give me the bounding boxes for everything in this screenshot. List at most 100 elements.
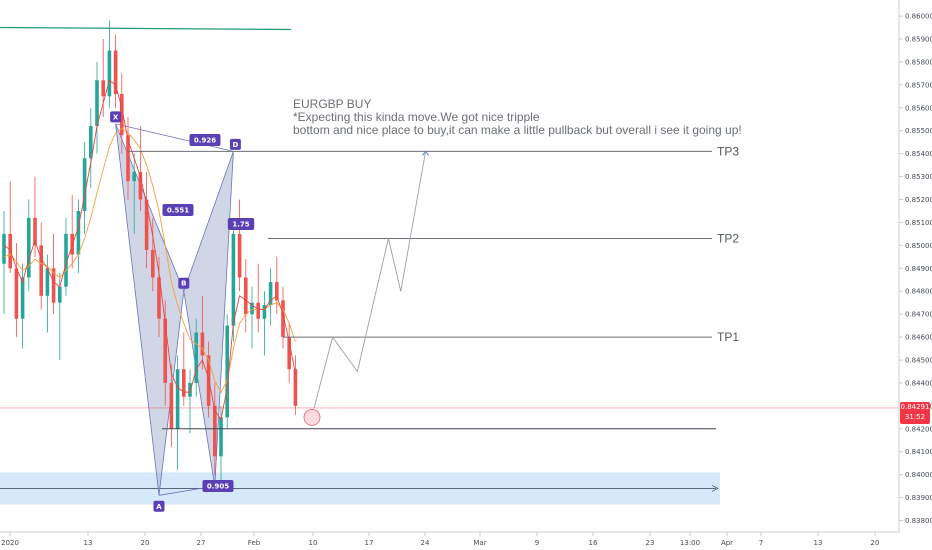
candle-body <box>39 245 43 296</box>
x-tick-label: 20 <box>871 539 880 547</box>
pattern-point-badge-b <box>178 277 190 289</box>
candle-body <box>188 382 192 397</box>
y-tick-label: 0.84700 <box>905 311 932 319</box>
candle-body <box>132 171 136 182</box>
candle-body <box>107 50 112 97</box>
x-tick-label: 27 <box>197 539 206 547</box>
candle-body <box>175 369 180 429</box>
candle-body <box>287 337 291 370</box>
current-price-value: 0.84291 <box>901 403 930 411</box>
y-tick-label: 0.84600 <box>905 334 932 342</box>
y-tick-label: 0.85700 <box>905 81 932 89</box>
candle-body <box>20 277 25 319</box>
y-tick-label: 0.84000 <box>905 471 932 479</box>
candle-body <box>219 417 223 457</box>
y-tick-label: 0.84200 <box>905 425 932 433</box>
pattern-point-label-b: B <box>181 280 186 288</box>
candle-body <box>113 50 118 95</box>
candle-body <box>76 210 81 255</box>
y-tick-label: 0.84800 <box>905 288 932 296</box>
y-tick-label: 0.85600 <box>905 104 932 112</box>
x-tick-label: 13 <box>84 539 93 547</box>
x-tick-label: Apr <box>721 539 733 547</box>
note-line-2: bottom and nice place to buy,it can make… <box>293 123 742 137</box>
current-price-badge: 0.84291 31:52 <box>900 401 930 424</box>
candle-body <box>101 80 105 97</box>
ratio-label: 0.926 <box>194 137 216 145</box>
pattern-point-badge-d <box>229 138 241 150</box>
pattern-point-badge-x <box>110 111 122 123</box>
moving-average-line <box>3 79 296 421</box>
y-tick-label: 0.85400 <box>905 150 932 158</box>
candle-body <box>64 233 68 287</box>
y-tick-label: 0.84400 <box>905 379 932 387</box>
y-tick-label: 0.83900 <box>905 494 932 502</box>
y-tick-label: 0.84900 <box>905 265 932 273</box>
candle-body <box>256 302 260 319</box>
moving-average-line <box>3 127 296 394</box>
y-tick-label: 0.85200 <box>905 196 932 204</box>
target-label-tp1: TP1 <box>717 330 739 344</box>
candle-body <box>33 217 37 246</box>
y-tick-label: 0.83800 <box>905 517 932 525</box>
candle-body <box>169 382 174 429</box>
candle-body <box>262 304 267 319</box>
y-tick-label: 0.85900 <box>905 35 932 43</box>
pattern-xd-line <box>115 123 234 152</box>
candle-body <box>237 233 242 278</box>
y-tick-label: 0.85500 <box>905 127 932 135</box>
x-tick-label: 23 <box>646 539 655 547</box>
candle-body <box>14 268 19 319</box>
zone-layer <box>0 472 720 505</box>
candle-body <box>225 325 229 418</box>
ratio-badge <box>202 480 234 492</box>
candle-body <box>151 249 155 278</box>
projection-arrowhead <box>422 150 429 156</box>
y-tick-label: 0.85100 <box>905 219 932 227</box>
current-price-badge-bg <box>900 401 930 424</box>
x-tick-label: 7 <box>759 539 763 547</box>
x-tick-label: 16 <box>589 539 598 547</box>
candle-body <box>138 171 143 200</box>
candle-body <box>293 369 298 406</box>
candle-body <box>200 332 205 356</box>
candle-body <box>82 158 87 211</box>
ma-layer <box>3 79 296 421</box>
y-tick-label: 0.86000 <box>905 13 932 21</box>
ratio-label: 1.75 <box>232 221 249 229</box>
y-tick-label: 0.85800 <box>905 58 932 66</box>
note-line-1: *Expecting this kinda move.We got nice t… <box>293 110 540 124</box>
x-tick-label: 9 <box>535 539 539 547</box>
y-tick-label: 0.84500 <box>905 357 932 365</box>
candle-body <box>213 405 217 457</box>
x-tick-label: 10 <box>309 539 318 547</box>
y-tick-label: 0.85300 <box>905 173 932 181</box>
ratio-label: 0.551 <box>167 207 189 215</box>
x-tick-label: 17 <box>365 539 374 547</box>
candle-body <box>120 94 124 136</box>
candle-body <box>281 300 285 338</box>
x-tick-label: Feb <box>248 539 261 547</box>
candle-body <box>163 318 167 383</box>
candle-body <box>2 233 6 264</box>
candle-body <box>157 277 161 319</box>
top-trend-line <box>0 26 292 31</box>
candle-body <box>144 199 149 250</box>
candle-body <box>275 282 279 301</box>
x-tick-label: 2020 <box>1 539 19 547</box>
ratio-badge <box>227 218 255 230</box>
candle-body <box>231 233 236 326</box>
demand-zone-arrow <box>711 485 719 492</box>
candle-body <box>95 80 99 127</box>
candle-body <box>268 282 273 305</box>
x-axis[interactable]: 2020 13 20 27 Feb 10 17 24 Mar 9 16 23 13:00 Apr 7 13 20 <box>1 532 879 547</box>
pattern-point-label-d: D <box>232 141 238 149</box>
candle-body <box>89 126 93 159</box>
x-tick-label: Mar <box>473 539 486 547</box>
entry-circle <box>303 408 321 426</box>
pattern-bcd-triangle <box>183 151 234 487</box>
candle-body <box>51 268 56 303</box>
